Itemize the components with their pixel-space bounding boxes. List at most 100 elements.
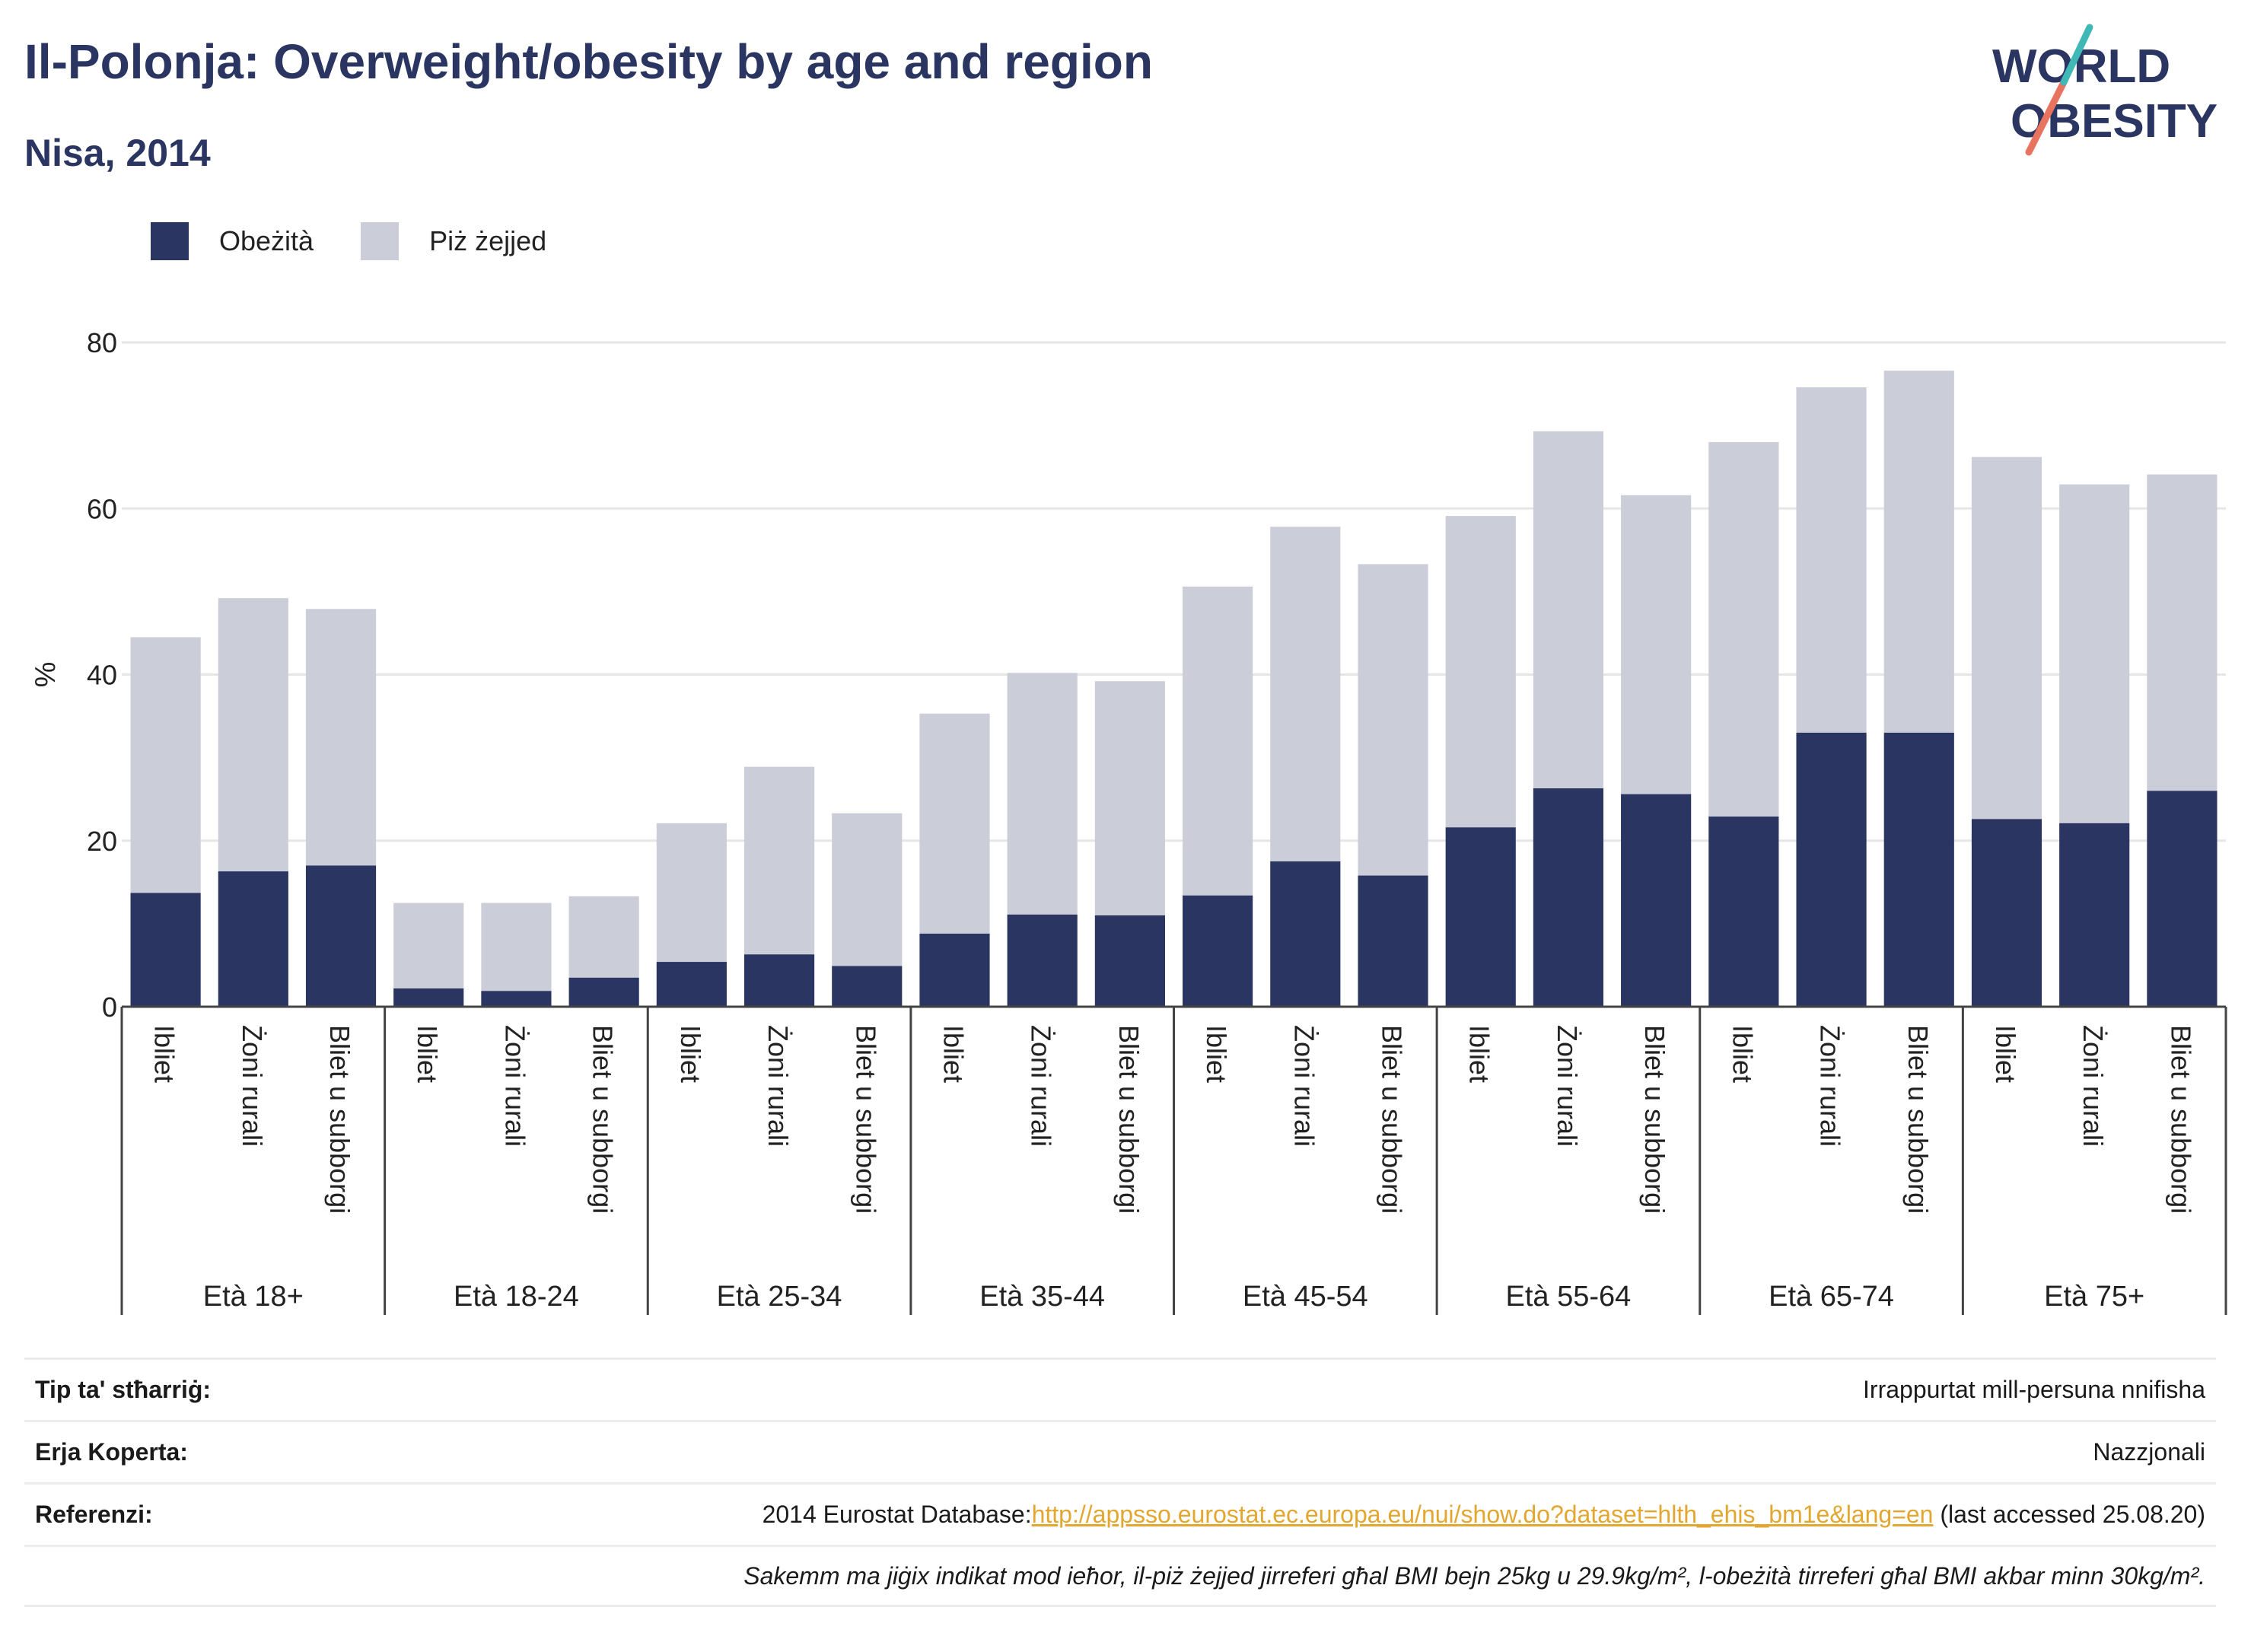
meta-row-note: Sakemm ma jiġix indikat mod ieħor, il-pi… xyxy=(24,1545,2216,1607)
reference-prefix: 2014 Eurostat Database: xyxy=(762,1501,1032,1528)
x-subcategory-label: Żoni rurali xyxy=(1288,1025,1320,1147)
legend-label-obesity: Obeżità xyxy=(219,225,314,256)
bar-chart: 0 20 40 60 80% Ibliet Żoni rurali Bliet u subbo… xyxy=(30,327,2227,1315)
bar-overweight xyxy=(1883,371,1954,733)
reference-suffix: (last accessed 25.08.20) xyxy=(1933,1501,2205,1528)
x-subcategory-label: Bliet u subborgi xyxy=(850,1025,881,1214)
x-subcategory-label: Bliet u subborgi xyxy=(1377,1025,1408,1214)
chart-legend: Obeżità Piż żejjed xyxy=(151,222,594,260)
bar-overweight xyxy=(305,609,377,866)
bar-obesity xyxy=(1708,816,1779,1007)
bar-obesity xyxy=(832,966,903,1007)
reference-link[interactable]: http://appsso.eurostat.ec.europa.eu/nui/… xyxy=(1031,1501,1934,1528)
x-group-label: Età 25-34 xyxy=(717,1281,842,1313)
bar-overweight xyxy=(1094,681,1165,915)
chart-subtitle: Nisa, 2014 xyxy=(24,132,211,174)
x-subcategory-label: Żoni rurali xyxy=(763,1025,794,1147)
x-subcategory-label: Ibliet xyxy=(1201,1025,1232,1083)
legend-item-overweight: Piż żejjed xyxy=(361,222,546,260)
meta-row-survey-type: Tip ta' stħarriġ: Irrappurtat mill-persu… xyxy=(24,1358,2216,1420)
area-value: Nazzjonali xyxy=(2093,1438,2205,1466)
x-subcategory-label: Żoni rurali xyxy=(1815,1025,1846,1147)
x-subcategory-label: Żoni rurali xyxy=(2077,1025,2109,1147)
bar-obesity xyxy=(2147,791,2218,1007)
bar-obesity xyxy=(568,977,639,1007)
x-subcategory-label: Żoni rurali xyxy=(1026,1025,1057,1147)
chart-title: Il-Polonja: Overweight/obesity by age an… xyxy=(24,34,1153,89)
meta-row-area: Erja Koperta: Nazzjonali xyxy=(24,1420,2216,1482)
x-group-label: Età 75+ xyxy=(2044,1281,2144,1313)
bar-obesity xyxy=(481,991,552,1007)
legend-item-obesity: Obeżità xyxy=(151,222,314,260)
bar-obesity xyxy=(1094,915,1165,1007)
legend-swatch-obesity xyxy=(151,222,189,260)
x-group-label: Età 55-64 xyxy=(1506,1281,1632,1313)
legend-swatch-overweight xyxy=(361,222,400,260)
bar-overweight xyxy=(1007,673,1078,915)
y-tick-label: 0 xyxy=(102,992,117,1023)
bar-overweight xyxy=(2147,474,2218,791)
x-subcategory-label: Ibliet xyxy=(1990,1025,2021,1083)
bar-obesity xyxy=(2059,823,2130,1007)
x-group-label: Età 18-24 xyxy=(454,1281,579,1313)
bar-obesity xyxy=(1533,788,1604,1007)
bar-obesity xyxy=(656,962,727,1007)
x-group-label: Età 45-54 xyxy=(1243,1281,1368,1313)
bar-overweight xyxy=(1445,516,1516,828)
bar-overweight xyxy=(1183,586,1253,896)
references-value: 2014 Eurostat Database:http://appsso.eur… xyxy=(763,1501,2205,1529)
bar-overweight xyxy=(218,598,288,872)
x-subcategory-label: Żoni rurali xyxy=(237,1025,268,1147)
bar-overweight xyxy=(656,823,727,963)
x-subcategory-label: Bliet u subborgi xyxy=(1639,1025,1670,1214)
x-subcategory-label: Ibliet xyxy=(675,1025,706,1083)
bar-overweight xyxy=(393,902,464,988)
bar-overweight xyxy=(2059,484,2130,823)
x-group-label: Età 35-44 xyxy=(979,1281,1105,1313)
survey-type-label: Tip ta' stħarriġ: xyxy=(35,1376,212,1403)
bar-obesity xyxy=(218,871,288,1007)
definition-note: Sakemm ma jiġix indikat mod ieħor, il-pi… xyxy=(743,1561,2205,1590)
world-obesity-logo: WORLD OBESITY xyxy=(1979,23,2237,160)
metadata-table: Tip ta' stħarriġ: Irrappurtat mill-persu… xyxy=(24,1358,2216,1607)
bar-overweight xyxy=(1621,495,1692,794)
x-subcategory-label: Żoni rurali xyxy=(1552,1025,1583,1147)
bar-obesity xyxy=(393,988,464,1007)
x-subcategory-label: Bliet u subborgi xyxy=(1113,1025,1145,1214)
x-subcategory-label: Żoni rurali xyxy=(499,1025,530,1147)
references-label: Referenzi: xyxy=(35,1501,153,1528)
bar-obesity xyxy=(1270,861,1341,1007)
legend-label-overweight: Piż żejjed xyxy=(429,225,547,256)
bar-obesity xyxy=(1358,875,1428,1007)
y-axis-label: % xyxy=(30,662,62,688)
y-tick-label: 20 xyxy=(87,826,117,857)
x-subcategory-label: Ibliet xyxy=(1464,1025,1495,1083)
bar-overweight xyxy=(1971,457,2042,820)
meta-row-references: Referenzi: 2014 Eurostat Database:http:/… xyxy=(24,1482,2216,1545)
bar-obesity xyxy=(1796,732,1867,1007)
x-subcategory-label: Ibliet xyxy=(1727,1025,1758,1083)
y-tick-label: 40 xyxy=(87,660,117,691)
bar-obesity xyxy=(1971,819,2042,1007)
bar-overweight xyxy=(1708,441,1779,817)
bar-overweight xyxy=(568,896,639,978)
bar-obesity xyxy=(130,893,201,1007)
bar-overweight xyxy=(481,902,552,992)
bar-overweight xyxy=(1533,431,1604,789)
bar-obesity xyxy=(1621,794,1692,1007)
x-subcategory-label: Bliet u subborgi xyxy=(587,1025,619,1214)
bar-overweight xyxy=(743,766,815,955)
bar-overweight xyxy=(919,713,990,934)
y-tick-label: 80 xyxy=(87,327,117,358)
bar-obesity xyxy=(1445,827,1516,1007)
x-group-label: Età 18+ xyxy=(203,1281,304,1313)
bar-obesity xyxy=(743,954,815,1007)
bar-obesity xyxy=(1883,732,1954,1007)
y-tick-label: 60 xyxy=(87,493,117,524)
bar-obesity xyxy=(305,865,377,1007)
bar-overweight xyxy=(1358,564,1428,876)
x-subcategory-label: Bliet u subborgi xyxy=(1902,1025,1934,1214)
bar-obesity xyxy=(1007,914,1078,1007)
bar-obesity xyxy=(1183,895,1253,1007)
bar-obesity xyxy=(919,933,990,1007)
